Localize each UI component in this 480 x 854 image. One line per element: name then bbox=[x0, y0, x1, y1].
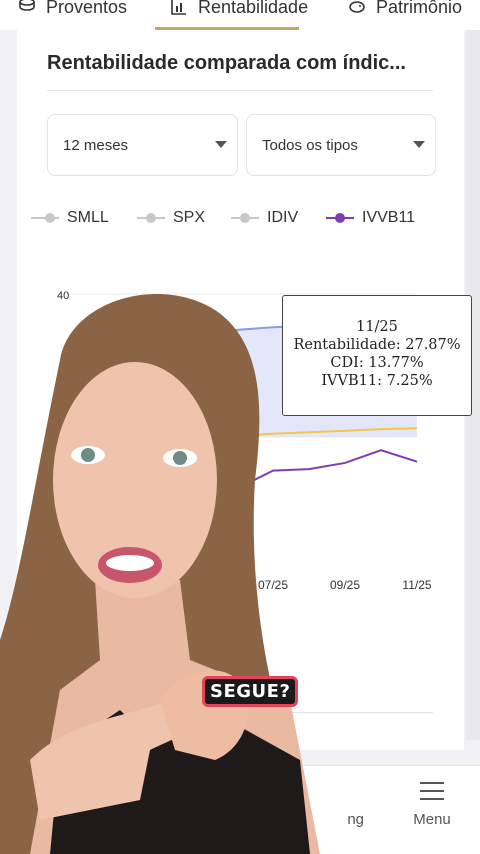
tab-proventos[interactable]: Proventos bbox=[18, 0, 127, 22]
period-select[interactable]: 12 meses bbox=[47, 114, 238, 176]
type-select[interactable]: Todos os tipos bbox=[246, 114, 436, 176]
legend-item-smll[interactable]: SMLL bbox=[31, 206, 109, 230]
top-tab-bar: Proventos Rentabilidade Patrimônio bbox=[0, 0, 480, 30]
tooltip-title: 11/25 bbox=[356, 319, 398, 335]
type-select-value: Todos os tipos bbox=[262, 136, 358, 154]
tab-label: Proventos bbox=[46, 0, 128, 17]
legend-label: IDIV bbox=[267, 209, 299, 226]
tooltip-line-ivvb11: IVVB11: 7.25% bbox=[321, 373, 433, 389]
scrollbar[interactable] bbox=[466, 30, 480, 740]
chart-legend: SMLL SPX IDIV IVVB11 bbox=[31, 206, 445, 230]
legend-label: SMLL bbox=[67, 209, 109, 226]
chevron-down-icon bbox=[215, 141, 227, 148]
period-select-value: 12 meses bbox=[63, 136, 129, 154]
x-tick-label: 09/25 bbox=[330, 578, 360, 592]
nav-item-ranking[interactable]: ng bbox=[312, 766, 392, 854]
divider bbox=[47, 90, 433, 91]
tab-label: Patrimônio bbox=[376, 0, 463, 17]
chevron-down-icon bbox=[413, 141, 425, 148]
video-caption: SEGUE? bbox=[202, 676, 299, 707]
tooltip-line-rentabilidade: Rentabilidade: 27.87% bbox=[293, 337, 461, 353]
nav-label: ng bbox=[347, 811, 364, 828]
x-tick-label: 07/25 bbox=[258, 578, 288, 592]
card-title: Rentabilidade comparada com índic... bbox=[47, 52, 406, 74]
legend-label: IVVB11 bbox=[362, 209, 416, 226]
nav-label: Menu bbox=[413, 811, 451, 828]
active-tab-indicator bbox=[155, 27, 299, 30]
tab-label: Rentabilidade bbox=[198, 0, 309, 17]
menu-icon bbox=[420, 782, 444, 802]
y-tick-label: 40 bbox=[57, 290, 69, 302]
chart-tooltip: 11/25 Rentabilidade: 27.87% CDI: 13.77% … bbox=[282, 295, 472, 416]
nav-item-menu[interactable]: Menu bbox=[400, 766, 464, 854]
tooltip-line-cdi: CDI: 13.77% bbox=[330, 355, 424, 371]
presenter-video-overlay bbox=[0, 294, 320, 854]
legend-item-spx[interactable]: SPX bbox=[137, 206, 205, 230]
legend-item-idiv[interactable]: IDIV bbox=[231, 206, 298, 230]
x-tick-label: 11/25 bbox=[402, 578, 431, 592]
legend-item-ivvb11[interactable]: IVVB11 bbox=[326, 206, 415, 230]
bar-chart-icon bbox=[171, 0, 186, 15]
piggy-bank-icon bbox=[349, 1, 365, 13]
coins-icon bbox=[19, 0, 35, 11]
legend-label: SPX bbox=[173, 209, 206, 226]
tab-patrimonio[interactable]: Patrimônio bbox=[348, 0, 462, 22]
tab-rentabilidade[interactable]: Rentabilidade bbox=[170, 0, 308, 22]
